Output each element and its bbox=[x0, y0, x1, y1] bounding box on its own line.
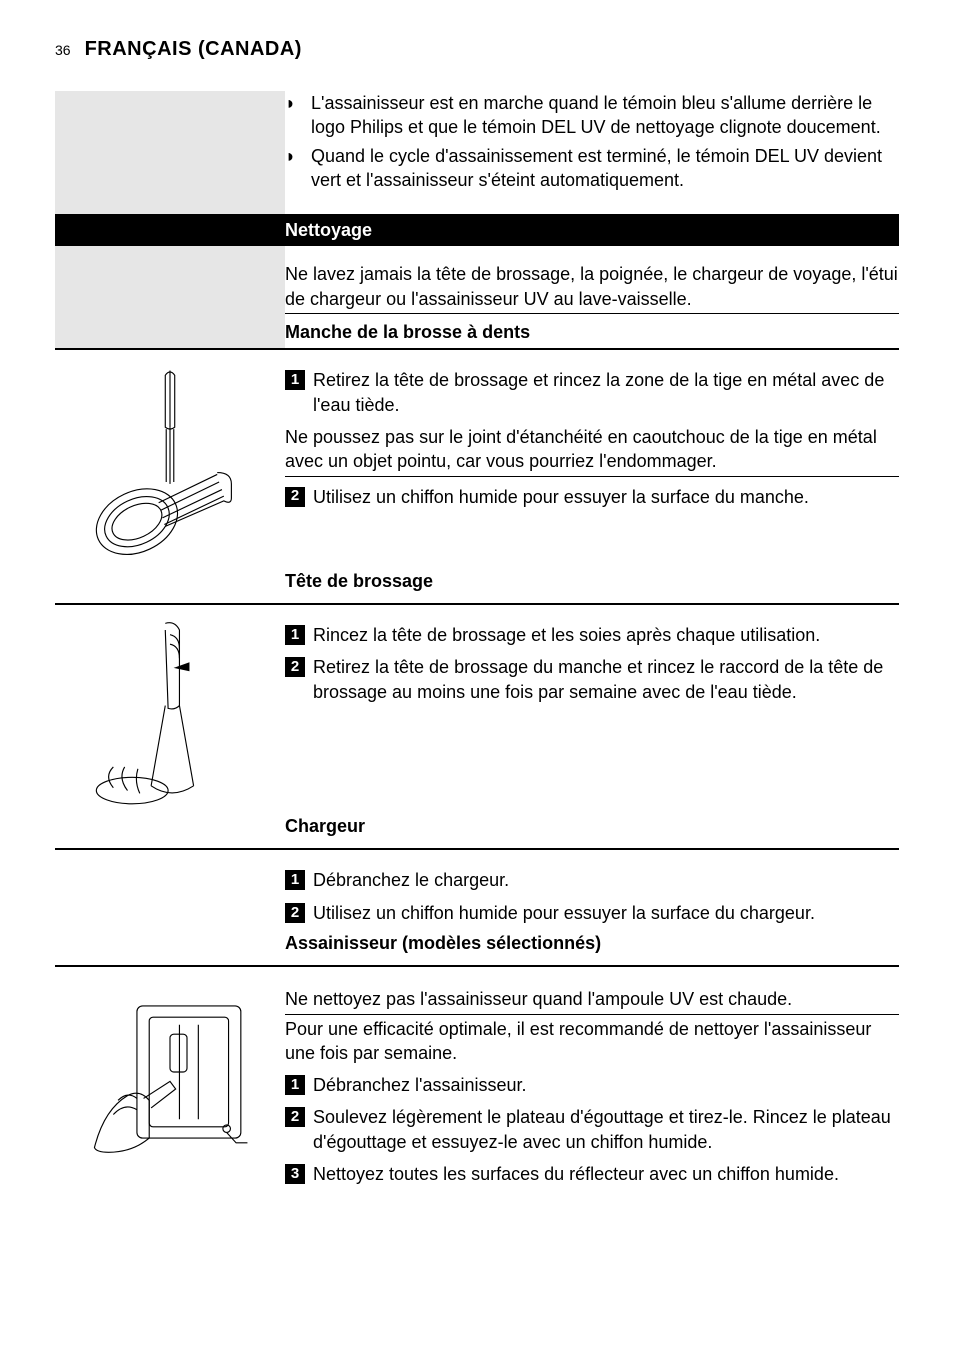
manche-illus-col bbox=[55, 350, 285, 570]
step-number: 2 bbox=[285, 903, 305, 923]
step-number: 3 bbox=[285, 1164, 305, 1184]
intro-right: ◗ L'assainisseur est en marche quand le … bbox=[285, 91, 899, 202]
step-text: Débranchez le chargeur. bbox=[313, 868, 899, 892]
step-text: Utilisez un chiffon humide pour essuyer … bbox=[313, 485, 899, 509]
manche-row: 1 Retirez la tête de brossage et rincez … bbox=[55, 350, 899, 603]
step: 1 Débranchez le chargeur. bbox=[285, 868, 899, 892]
step-number: 1 bbox=[285, 870, 305, 890]
section-bar-row: Nettoyage bbox=[55, 202, 899, 246]
warning-text: Ne lavez jamais la tête de brossage, la … bbox=[285, 262, 899, 314]
intro-left bbox=[55, 91, 285, 202]
page-header: 36 FRANÇAIS (CANADA) bbox=[55, 36, 899, 63]
chargeur-left bbox=[55, 850, 285, 860]
subhead-chargeur: Chargeur bbox=[285, 814, 899, 838]
step-number: 1 bbox=[285, 1075, 305, 1095]
step-number: 2 bbox=[285, 487, 305, 507]
tete-row: 1 Rincez la tête de brossage et les soie… bbox=[55, 605, 899, 848]
chargeur-row: 1 Débranchez le chargeur. 2 Utilisez un … bbox=[55, 850, 899, 965]
triangle-icon: ◗ bbox=[285, 144, 297, 193]
step-text: Soulevez légèrement le plateau d'égoutta… bbox=[313, 1105, 899, 1154]
step-text: Nettoyez toutes les surfaces du réflecte… bbox=[313, 1162, 899, 1186]
step: 1 Débranchez l'assainisseur. bbox=[285, 1073, 899, 1097]
section-heading: Nettoyage bbox=[55, 214, 899, 246]
section-heading-text: Nettoyage bbox=[285, 218, 372, 242]
step: 2 Utilisez un chiffon humide pour essuye… bbox=[285, 901, 899, 925]
warning-row: Ne lavez jamais la tête de brossage, la … bbox=[55, 246, 899, 348]
sanitizer-clean-icon bbox=[85, 987, 255, 1157]
step-text: Débranchez l'assainisseur. bbox=[313, 1073, 899, 1097]
note-text: Pour une efficacité optimale, il est rec… bbox=[285, 1017, 899, 1066]
warning-text: Ne nettoyez pas l'assainisseur quand l'a… bbox=[285, 987, 899, 1014]
assain-illus-col bbox=[55, 967, 285, 1157]
subhead-tete: Tête de brossage bbox=[285, 569, 899, 593]
step-number: 2 bbox=[285, 657, 305, 677]
subhead-assainisseur: Assainisseur (modèles sélectionnés) bbox=[285, 931, 899, 959]
bar-right: Nettoyage bbox=[285, 202, 899, 246]
caution-text: Ne poussez pas sur le joint d'étanchéité… bbox=[285, 425, 899, 477]
step-number: 2 bbox=[285, 1107, 305, 1127]
assain-row: Ne nettoyez pas l'assainisseur quand l'a… bbox=[55, 967, 899, 1198]
step: 3 Nettoyez toutes les surfaces du réflec… bbox=[285, 1162, 899, 1186]
step: 1 Retirez la tête de brossage et rincez … bbox=[285, 368, 899, 417]
warn-right: Ne lavez jamais la tête de brossage, la … bbox=[285, 246, 899, 348]
step: 1 Rincez la tête de brossage et les soie… bbox=[285, 623, 899, 647]
manche-content: 1 Retirez la tête de brossage et rincez … bbox=[285, 350, 899, 603]
warn-left bbox=[55, 246, 285, 348]
step-number: 1 bbox=[285, 625, 305, 645]
handle-cleaning-icon bbox=[85, 360, 255, 570]
bullet-text: L'assainisseur est en marche quand le té… bbox=[311, 91, 899, 140]
step: 2 Soulevez légèrement le plateau d'égout… bbox=[285, 1105, 899, 1154]
step-number: 1 bbox=[285, 370, 305, 390]
bullet-text: Quand le cycle d'assainissement est term… bbox=[311, 144, 899, 193]
step-text: Rincez la tête de brossage et les soies … bbox=[313, 623, 899, 647]
tete-illus-col bbox=[55, 605, 285, 815]
step-text: Utilisez un chiffon humide pour essuyer … bbox=[313, 901, 899, 925]
step-text: Retirez la tête de brossage et rincez la… bbox=[313, 368, 899, 417]
chargeur-content: 1 Débranchez le chargeur. 2 Utilisez un … bbox=[285, 850, 899, 965]
subhead-manche: Manche de la brosse à dents bbox=[285, 320, 899, 348]
step: 2 Utilisez un chiffon humide pour essuye… bbox=[285, 485, 899, 509]
bullet-item: ◗ L'assainisseur est en marche quand le … bbox=[285, 91, 899, 140]
page: 36 FRANÇAIS (CANADA) ◗ L'assainisseur es… bbox=[0, 0, 954, 1238]
page-title: FRANÇAIS (CANADA) bbox=[85, 36, 302, 63]
tete-content: 1 Rincez la tête de brossage et les soie… bbox=[285, 605, 899, 848]
triangle-icon: ◗ bbox=[285, 91, 297, 140]
intro-row: ◗ L'assainisseur est en marche quand le … bbox=[55, 91, 899, 202]
step: 2 Retirez la tête de brossage du manche … bbox=[285, 655, 899, 704]
bullet-list: ◗ L'assainisseur est en marche quand le … bbox=[285, 91, 899, 192]
bullet-item: ◗ Quand le cycle d'assainissement est te… bbox=[285, 144, 899, 193]
assain-content: Ne nettoyez pas l'assainisseur quand l'a… bbox=[285, 967, 899, 1198]
page-number: 36 bbox=[55, 41, 71, 60]
step-text: Retirez la tête de brossage du manche et… bbox=[313, 655, 899, 704]
brush-head-rinse-icon bbox=[85, 615, 255, 815]
